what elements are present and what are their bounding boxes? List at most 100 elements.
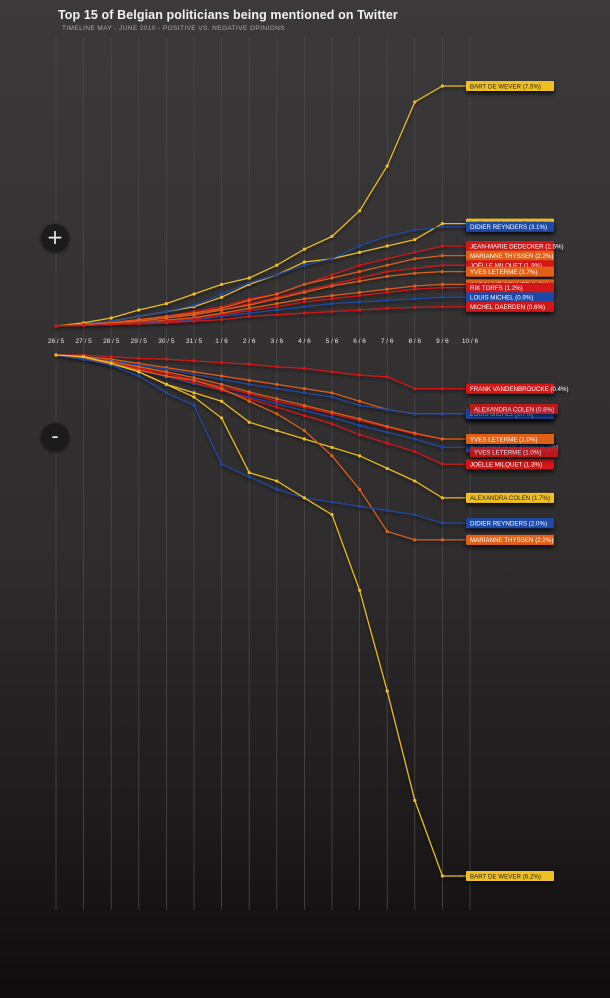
positive-series-line (55, 245, 466, 327)
positive-data-point (247, 309, 251, 313)
negative-labels: FRANK VANDENBROUCKE (0.4%)RIK TORFS (0.7… (466, 383, 569, 881)
x-tick-labels: 26 / 5 27 / 5 28 / 5 29 / 5 30 / 5 31 / 5 1 / … (48, 338, 479, 345)
negative-data-point (385, 466, 389, 471)
x-tick-label: 9 / 6 (436, 338, 449, 345)
positive-labels: BART DE WEVER (7.5%)ALEXANDRA COLEN (3.2… (466, 81, 564, 312)
positive-data-point (220, 314, 224, 318)
positive-series-label: MARIANNE THYSSEN (2.2%) (466, 250, 554, 261)
positive-data-point (440, 222, 444, 226)
negative-data-point (137, 374, 141, 378)
positive-data-point (385, 270, 389, 274)
positive-data-point (247, 298, 251, 302)
positive-data-point (358, 290, 362, 294)
negative-data-point (220, 399, 224, 403)
negative-data-point (164, 391, 168, 395)
negative-data-point (247, 475, 251, 479)
x-tick-label: 1 / 6 (215, 338, 228, 345)
positive-data-point (440, 295, 444, 299)
positive-data-point (275, 313, 279, 317)
positive-data-point (413, 284, 417, 288)
svg-text:ALEXANDRA COLEN (1.7%): ALEXANDRA COLEN (1.7%) (470, 495, 550, 502)
positive-data-point (164, 302, 168, 306)
negative-data-point (358, 588, 362, 592)
negative-data-point (330, 391, 334, 395)
positive-data-point (302, 305, 306, 309)
x-tick-label: 30 / 5 (158, 338, 175, 345)
negative-data-point (247, 471, 251, 475)
negative-data-point (137, 365, 141, 369)
positive-data-point (413, 271, 417, 275)
positive-data-point (247, 314, 251, 318)
positive-data-point (275, 273, 279, 277)
negative-extra-label: ALEXANDRA COLEN (0.8%) (470, 404, 558, 414)
negative-data-point (164, 374, 168, 378)
negative-series-line (55, 354, 466, 415)
negative-series-line (55, 354, 466, 524)
positive-data-point (220, 292, 224, 296)
negative-data-point (164, 370, 168, 374)
positive-series-label: DIDIER REYNDERS (3.1%) (466, 221, 554, 232)
positive-data-point (275, 292, 279, 296)
negative-data-point (247, 397, 251, 401)
positive-data-point (330, 310, 334, 314)
positive-data-point (247, 303, 251, 307)
positive-data-point (302, 260, 306, 264)
negative-data-point (302, 408, 306, 413)
positive-data-point (330, 234, 334, 238)
negative-data-point (440, 387, 444, 391)
svg-text:BART DE WEVER (6.2%): BART DE WEVER (6.2%) (470, 873, 541, 880)
positive-data-point (192, 319, 196, 323)
positive-series-label: RIK TORFS (1.2%) (466, 282, 554, 293)
positive-data-point (137, 308, 141, 312)
positive-data-point (330, 297, 334, 301)
positive-data-point (247, 276, 251, 280)
positive-data-point (385, 234, 389, 238)
positive-data-point (385, 287, 389, 291)
positive-data-point (440, 254, 444, 258)
positive-data-point (440, 286, 444, 290)
negative-series-label: JOËLLE MILQUET (1.3%) (466, 459, 554, 470)
positive-data-point (164, 316, 168, 320)
negative-data-point (358, 487, 362, 492)
negative-data-point (275, 412, 279, 416)
negative-data-point (385, 375, 389, 379)
positive-data-point (54, 324, 58, 328)
negative-data-point (302, 366, 306, 371)
negative-data-point (137, 356, 141, 360)
negative-data-point (413, 437, 417, 441)
negative-data-point (275, 479, 279, 483)
positive-series-label: BART DE WEVER (7.5%) (466, 81, 554, 91)
negative-data-point (302, 403, 306, 408)
positive-data-point (358, 276, 362, 280)
x-tick-label: 4 / 6 (298, 338, 311, 345)
positive-data-point (385, 263, 389, 267)
positive-data-point (413, 100, 417, 104)
positive-data-point (385, 290, 389, 294)
negative-data-point (413, 513, 417, 517)
negative-data-point (440, 538, 444, 542)
svg-text:DIDIER REYNDERS (3.1%): DIDIER REYNDERS (3.1%) (470, 224, 547, 231)
positive-data-point (302, 311, 306, 315)
x-tick-label: 28 / 5 (103, 338, 120, 345)
negative-data-point (275, 397, 279, 401)
x-tick-label: 6 / 6 (353, 338, 366, 345)
positive-data-point (358, 209, 362, 213)
negative-series-label: FRANK VANDENBROUCKE (0.4%) (466, 383, 569, 394)
negative-series-line (56, 354, 466, 390)
positive-data-point (82, 323, 86, 327)
negative-data-point (220, 382, 224, 387)
negative-data-point (330, 500, 334, 504)
negative-data-point (358, 417, 362, 421)
negative-data-point (330, 415, 334, 419)
negative-data-point (192, 370, 196, 374)
positive-data-point (330, 284, 334, 288)
negative-data-point (275, 487, 279, 492)
negative-data-point (413, 450, 417, 454)
positive-data-point (413, 297, 417, 301)
svg-text:MARIANNE THYSSEN (2.2%): MARIANNE THYSSEN (2.2%) (470, 253, 553, 260)
negative-series-label: BART DE WEVER (6.2%) (466, 871, 554, 881)
negative-data-point (109, 355, 113, 359)
positive-data-point (440, 263, 444, 267)
negative-data-point (192, 403, 196, 408)
